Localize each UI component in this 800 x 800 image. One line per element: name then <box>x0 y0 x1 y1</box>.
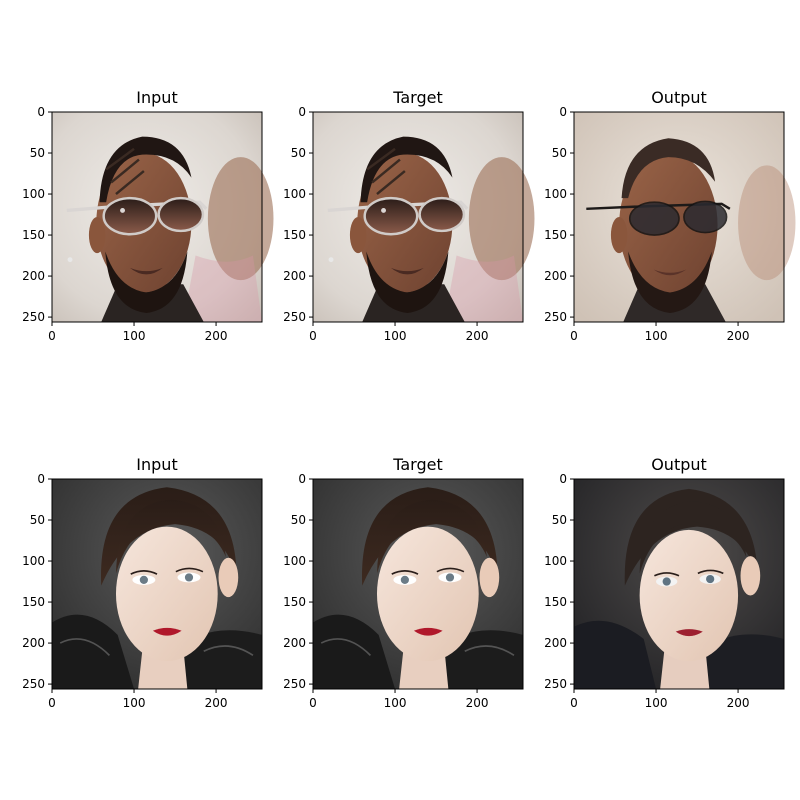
panel-title: Output <box>651 455 707 474</box>
y-tick-label: 0 <box>298 105 306 119</box>
y-tick-label: 200 <box>544 636 567 650</box>
x-tick-label: 0 <box>570 696 578 710</box>
panel-title: Input <box>136 88 177 107</box>
x-tick-label: 100 <box>384 696 407 710</box>
x-tick-label: 0 <box>48 696 56 710</box>
panel-row-1-col-3: Output <box>572 88 797 324</box>
y-tick-label: 50 <box>552 146 567 160</box>
panel-row-2-col-1: Input <box>51 455 263 690</box>
y-tick-label: 0 <box>559 105 567 119</box>
y-tick-label: 150 <box>283 228 306 242</box>
x-tick-label: 0 <box>309 696 317 710</box>
y-tick-label: 50 <box>30 513 45 527</box>
x-tick-label: 100 <box>384 329 407 343</box>
y-tick-label: 150 <box>22 595 45 609</box>
woman-portrait-photo <box>51 478 263 690</box>
x-tick-label: 200 <box>205 329 228 343</box>
y-tick-label: 250 <box>544 310 567 324</box>
y-tick-label: 250 <box>22 677 45 691</box>
x-tick-label: 200 <box>466 329 489 343</box>
y-tick-label: 150 <box>22 228 45 242</box>
y-tick-label: 150 <box>544 595 567 609</box>
y-tick-label: 0 <box>298 472 306 486</box>
y-tick-label: 50 <box>291 146 306 160</box>
panel-title: Output <box>651 88 707 107</box>
y-tick-label: 0 <box>37 105 45 119</box>
x-tick-label: 200 <box>205 696 228 710</box>
woman-portrait-photo <box>312 478 524 690</box>
y-tick-label: 100 <box>283 187 306 201</box>
man-with-sunglasses-photo <box>311 110 537 324</box>
panel-row-2-col-2: Target <box>312 455 524 690</box>
woman-portrait-generated <box>573 478 785 690</box>
y-tick-label: 0 <box>559 472 567 486</box>
x-tick-label: 100 <box>645 329 668 343</box>
y-tick-label: 100 <box>283 554 306 568</box>
y-tick-label: 50 <box>291 513 306 527</box>
panel-row-1-col-1: Input <box>50 88 276 324</box>
x-tick-label: 100 <box>123 329 146 343</box>
x-tick-label: 200 <box>466 696 489 710</box>
y-tick-label: 50 <box>30 146 45 160</box>
x-tick-label: 200 <box>727 696 750 710</box>
y-tick-label: 100 <box>22 554 45 568</box>
y-tick-label: 50 <box>552 513 567 527</box>
y-tick-label: 200 <box>22 636 45 650</box>
x-tick-label: 0 <box>570 329 578 343</box>
y-tick-label: 150 <box>544 228 567 242</box>
panel-title: Input <box>136 455 177 474</box>
y-tick-label: 250 <box>283 677 306 691</box>
x-tick-label: 200 <box>727 329 750 343</box>
y-tick-label: 0 <box>37 472 45 486</box>
y-tick-label: 200 <box>544 269 567 283</box>
x-tick-label: 100 <box>645 696 668 710</box>
panel-row-2-col-3: Output <box>573 455 785 690</box>
y-tick-label: 250 <box>544 677 567 691</box>
y-tick-label: 100 <box>544 187 567 201</box>
y-tick-label: 200 <box>22 269 45 283</box>
panel-title: Target <box>392 455 443 474</box>
x-tick-label: 100 <box>123 696 146 710</box>
y-tick-label: 250 <box>22 310 45 324</box>
x-tick-label: 0 <box>309 329 317 343</box>
y-tick-label: 200 <box>283 636 306 650</box>
y-tick-label: 150 <box>283 595 306 609</box>
y-tick-label: 250 <box>283 310 306 324</box>
x-tick-label: 0 <box>48 329 56 343</box>
man-with-sunglasses-generated <box>572 110 797 324</box>
panel-row-1-col-2: Target <box>311 88 537 324</box>
y-tick-label: 100 <box>22 187 45 201</box>
y-tick-label: 100 <box>544 554 567 568</box>
panel-title: Target <box>392 88 443 107</box>
y-tick-label: 200 <box>283 269 306 283</box>
man-with-sunglasses-photo <box>50 110 276 324</box>
